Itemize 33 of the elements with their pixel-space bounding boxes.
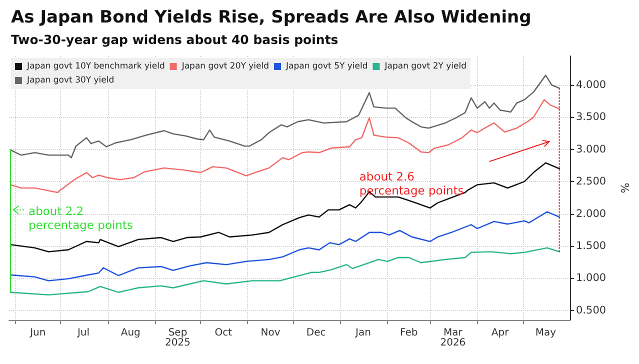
x-tick-label: Jul <box>76 328 90 338</box>
legend-label: Japan govt 30Y yield <box>26 76 114 86</box>
x-tick-label: Dec <box>306 328 326 338</box>
y-tick-label: 3.500 <box>576 111 606 124</box>
legend-label: Japan govt 20Y yield <box>180 62 270 72</box>
y-tick-label: 0.500 <box>576 304 606 316</box>
line-series <box>10 74 560 158</box>
y-tick-label: 2.500 <box>576 176 606 188</box>
chart-title: As Japan Bond Yields Rise, Spreads Are Also Widening <box>11 8 532 28</box>
x-tick-label: Jan <box>354 328 371 338</box>
legend-label: Japan govt 5Y yield <box>284 62 368 72</box>
x-tick-label: Nov <box>260 328 280 338</box>
x-tick-label: Oct <box>214 328 232 338</box>
ref-line-label: about 2.6 percentage points <box>359 170 464 198</box>
y-tick-label: 2.000 <box>576 208 606 220</box>
ref-line-label: about 2.2 percentage points <box>28 204 133 232</box>
y-tick-label: 4.000 <box>576 78 606 91</box>
legend-label: Japan govt 2Y yield <box>384 62 467 72</box>
line-series <box>10 162 560 252</box>
x-tick-label: Jun <box>29 328 46 338</box>
x-tick-label: Feb <box>400 328 418 338</box>
y-tick-label: 3.000 <box>576 143 606 156</box>
x-tick-label: May <box>535 328 556 338</box>
x-tick-label: Aug <box>120 328 140 338</box>
y-tick-label: 1.500 <box>576 240 606 252</box>
y-tick-label: 1.000 <box>576 272 606 284</box>
x-tick-label: Mar 2026 <box>440 328 466 348</box>
y-axis-title: % <box>619 182 632 194</box>
x-tick-label: Sep 2025 <box>165 328 190 348</box>
legend-label: Japan govt 10Y benchmark yield <box>26 62 165 72</box>
x-tick-label: Apr <box>491 328 510 338</box>
line-series <box>10 247 560 296</box>
chart-subtitle: Two-30-year gap widens about 40 basis points <box>11 32 338 47</box>
